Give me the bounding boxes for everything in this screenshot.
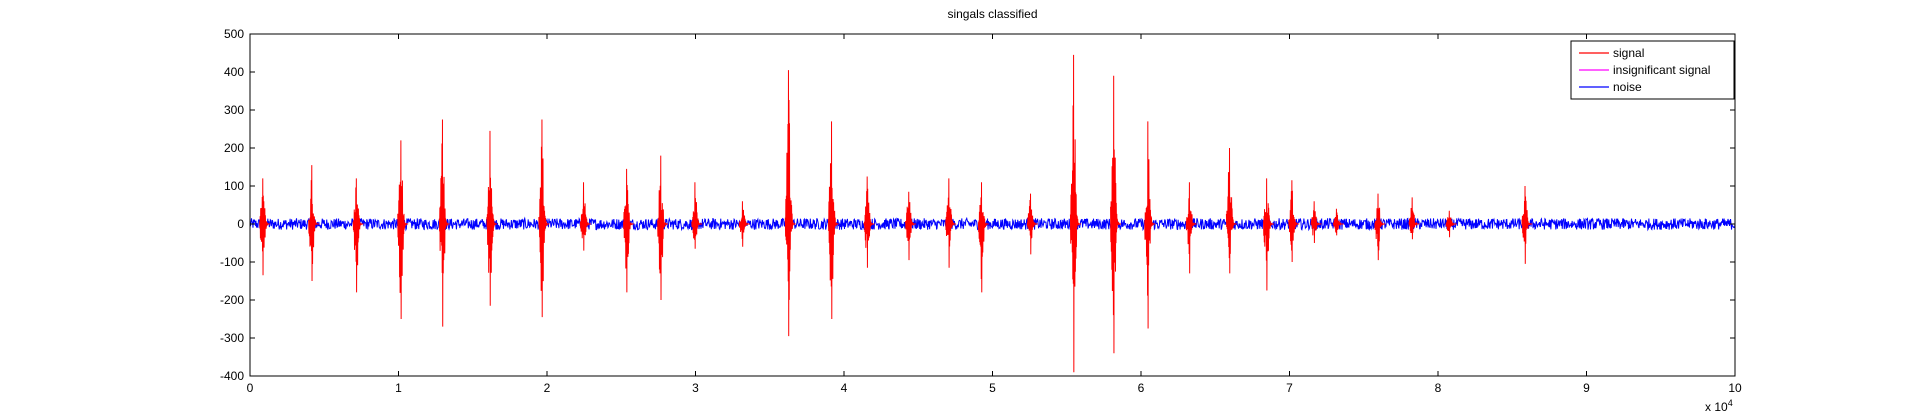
signal-burst-24 (1225, 147, 1237, 274)
signal-burst-27 (1310, 201, 1322, 244)
y-tick-label: 400 (224, 65, 244, 79)
signal-burst-22 (1144, 121, 1156, 329)
y-tick-label: -100 (220, 255, 244, 269)
signal-burst-19 (1026, 193, 1038, 255)
signal-burst-28 (1332, 208, 1344, 236)
y-axis: -400 -300 -200 -100 0 100 200 300 400 500 (220, 27, 1735, 383)
legend-label: noise (1613, 80, 1642, 94)
x-tick-label: 6 (1138, 381, 1145, 395)
x-tick-label: 0 (247, 381, 254, 395)
signal-burst-12 (738, 201, 750, 247)
legend: signal insignificant signal noise (1570, 40, 1735, 100)
x-tick-label: 2 (544, 381, 551, 395)
noise-series (249, 216, 1736, 232)
y-tick-label: 100 (224, 179, 244, 193)
signal-burst-11 (691, 182, 703, 249)
x-tick-label: 9 (1583, 381, 1590, 395)
y-tick-label: -400 (220, 369, 244, 383)
signal-burst-15 (863, 176, 875, 268)
y-tick-label: -200 (220, 293, 244, 307)
signal-burst-31 (1445, 210, 1457, 238)
signal-burst-14 (827, 121, 839, 320)
signal-burst-5 (438, 119, 450, 327)
signal-burst-13 (784, 70, 796, 337)
y-tick-label: 200 (224, 141, 244, 155)
legend-label: signal (1613, 46, 1644, 60)
x-tick-label: 1 (395, 381, 402, 395)
signal-burst-18 (977, 182, 989, 293)
signal-burst-1 (259, 178, 271, 276)
signal-burst-8 (579, 182, 591, 251)
signal-burst-21 (1110, 75, 1121, 354)
signal-burst-6 (486, 130, 498, 306)
signal-burst-9 (622, 168, 634, 293)
signal-burst-3 (352, 178, 364, 293)
x-axis: 0 1 2 3 4 5 6 7 8 9 10 (247, 34, 1742, 395)
y-tick-label: 0 (237, 217, 244, 231)
signal-burst-10 (657, 155, 669, 301)
signal-burst-7 (538, 119, 550, 318)
legend-label: insignificant signal (1613, 63, 1710, 77)
signal-burst-23 (1185, 182, 1197, 274)
chart-title: singals classified (947, 7, 1037, 21)
signal-burst-26 (1288, 180, 1300, 263)
signal-burst-20 (1069, 54, 1081, 373)
x-axis-multiplier: x 104 (1705, 398, 1733, 414)
signal-burst-4 (397, 140, 409, 320)
signal-burst-29 (1374, 193, 1386, 261)
y-tick-label: -300 (220, 331, 244, 345)
x-tick-label: 7 (1286, 381, 1293, 395)
x-tick-label: 3 (692, 381, 699, 395)
y-tick-label: 500 (224, 27, 244, 41)
x-tick-label: 4 (841, 381, 848, 395)
noise-line (249, 216, 1736, 232)
signal-series (259, 54, 1533, 373)
x-axis-multiplier-exponent: 4 (1728, 398, 1733, 408)
x-tick-label: 10 (1728, 381, 1742, 395)
signal-burst-17 (945, 178, 957, 268)
signal-burst-16 (905, 191, 917, 261)
signal-burst-30 (1408, 197, 1420, 240)
x-tick-label: 5 (989, 381, 996, 395)
y-tick-label: 300 (224, 103, 244, 117)
signal-burst-32 (1521, 185, 1533, 264)
signal-burst-2 (308, 165, 320, 282)
signal-burst-25 (1263, 178, 1274, 291)
x-tick-label: 8 (1435, 381, 1442, 395)
